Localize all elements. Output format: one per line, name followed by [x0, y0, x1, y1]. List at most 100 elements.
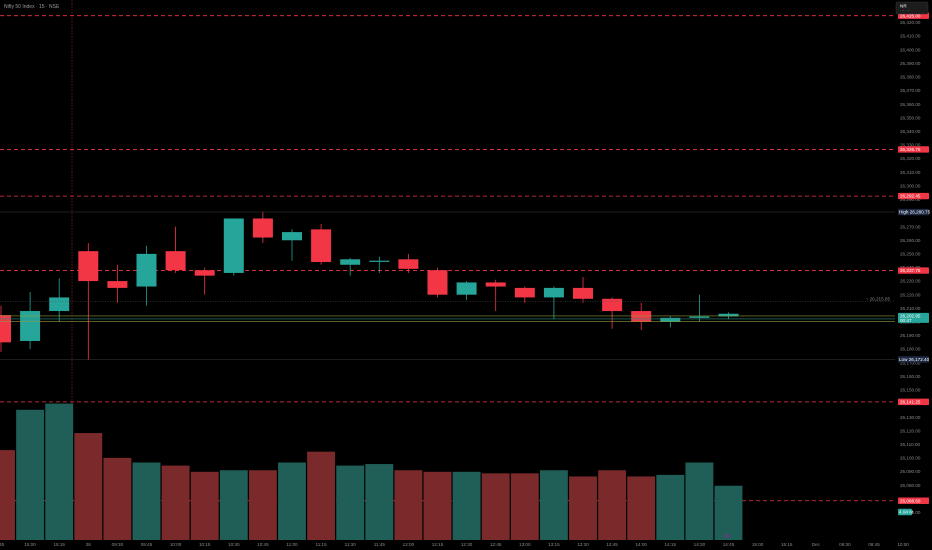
time-tick-label: 12:45	[490, 542, 502, 547]
candle-body[interactable]	[78, 251, 99, 282]
candle-body[interactable]	[427, 270, 448, 295]
price-tick-label: 26,350.00	[900, 115, 921, 120]
chart-overlays: ↑ 26,215.05	[0, 211, 895, 538]
volume-bar	[190, 471, 219, 540]
time-tick-label: 10:15	[199, 542, 211, 547]
top-right-button-label: NR	[900, 4, 907, 9]
time-tick-label: 09:30	[839, 542, 851, 547]
time-axis[interactable]: :45 15:00 15:15 28 09:30 09:45 10:00 10:15 10:30…	[0, 542, 909, 547]
candle-body[interactable]	[340, 259, 361, 265]
price-tick-label: 26,340.00	[900, 129, 921, 134]
volume-bar	[685, 462, 714, 540]
time-tick-label: 09:45	[141, 542, 153, 547]
candle-body[interactable]	[718, 313, 739, 317]
price-tick-label: 26,150.00	[900, 388, 921, 393]
time-tick-label: Dec	[812, 542, 821, 547]
volume-bar	[423, 471, 452, 540]
time-tick-label: 15:00	[752, 542, 764, 547]
time-tick-label: 12:15	[432, 542, 444, 547]
volume-bar	[539, 470, 568, 540]
price-tick-label: 26,120.00	[900, 428, 921, 433]
price-level-value: 26,292.45	[900, 194, 921, 199]
candle-body[interactable]	[311, 229, 332, 263]
volume-bar	[394, 470, 423, 540]
time-tick-label: 10:00	[170, 542, 182, 547]
candle-body[interactable]	[223, 218, 244, 273]
price-level-value: 26,237.75	[900, 268, 921, 273]
volume-tag	[898, 508, 912, 516]
price-level-value: 26,425.00	[900, 13, 921, 18]
candle-body[interactable]	[136, 253, 157, 287]
volume-bar	[278, 462, 306, 540]
time-tick-label: 12:00	[403, 542, 415, 547]
volume-bar	[74, 433, 103, 540]
price-tick-label: 26,080.00	[900, 483, 921, 488]
volume-bar	[103, 457, 132, 540]
price-tick-label: 26,220.00	[900, 292, 921, 297]
volume-bar	[598, 470, 627, 540]
price-tick-label: 26,260.00	[900, 238, 921, 243]
volume-bar	[161, 465, 190, 540]
candle-body[interactable]	[282, 232, 302, 241]
price-tick-label: 26,380.00	[900, 75, 921, 80]
high-tag	[898, 208, 929, 216]
price-tick-label: 26,130.00	[900, 415, 921, 420]
volume-bar	[569, 476, 597, 540]
candle-body[interactable]	[369, 260, 390, 262]
time-tick-label: 10:45	[257, 542, 269, 547]
high-tag-text: High 26,280.75	[899, 210, 931, 215]
top-right-button[interactable]: NR ··· ···	[895, 1, 929, 15]
candle-body[interactable]	[165, 251, 186, 271]
candle-body[interactable]	[573, 287, 593, 299]
time-tick-label: 10:30	[228, 542, 240, 547]
time-tick-label: 11:30	[345, 542, 357, 547]
price-tick-label: 26,310.00	[900, 170, 921, 175]
volume-bar	[219, 470, 248, 540]
candle-body[interactable]	[456, 282, 477, 295]
current-price-countdown: 00:47	[900, 318, 912, 323]
price-tick-label: 26,170.00	[900, 360, 921, 365]
price-tick-label: 26,110.00	[900, 442, 921, 447]
volume-bar	[307, 451, 336, 540]
candle-body[interactable]	[49, 297, 70, 312]
candle-body[interactable]	[514, 287, 535, 298]
time-tick-label: 14:45	[723, 542, 735, 547]
volume-bar	[248, 470, 277, 540]
price-level-value: 26,141.25	[900, 399, 921, 404]
low-tag-text: Low 26,172.40	[899, 357, 930, 362]
price-level-tag	[898, 146, 929, 153]
candle-body[interactable]	[689, 316, 710, 318]
volume-bar	[452, 471, 481, 540]
price-axis-tags: 26,425.00 26,326.75 26,292.45 26,237.75 26,1…	[898, 12, 931, 516]
price-tick-label: 26,330.00	[900, 143, 921, 148]
candle-body[interactable]	[0, 315, 11, 343]
candle-body[interactable]	[194, 270, 215, 276]
candle-body[interactable]	[631, 311, 652, 322]
price-tick-label: 26,250.00	[900, 251, 921, 256]
candle-body[interactable]	[398, 259, 419, 269]
candle-body[interactable]	[485, 282, 506, 287]
candle-body[interactable]	[107, 281, 128, 288]
price-tick-label: 26,230.00	[900, 279, 921, 284]
candle-body[interactable]	[660, 317, 681, 322]
candlestick-series[interactable]	[0, 211, 739, 361]
candle-body[interactable]	[252, 218, 273, 238]
volume-bar	[45, 403, 74, 540]
price-level-tag	[898, 398, 929, 406]
current-price-value: 26,202.95	[900, 313, 921, 318]
time-tick-label: 13:45	[606, 542, 618, 547]
price-tick-label: 26,210.00	[900, 306, 921, 311]
price-tick-label: 26,320.00	[900, 156, 921, 161]
price-level-tag	[898, 267, 929, 274]
time-tick-label: 13:15	[548, 542, 560, 547]
low-tag	[898, 356, 929, 363]
volume-bar	[365, 464, 394, 540]
candle-body[interactable]	[602, 298, 623, 312]
time-tick-label: 14:00	[635, 542, 647, 547]
candle-body[interactable]	[543, 287, 564, 298]
candle-body[interactable]	[20, 311, 41, 341]
time-tick-label: 28	[86, 542, 92, 547]
event-marker-icon[interactable]	[725, 534, 729, 538]
